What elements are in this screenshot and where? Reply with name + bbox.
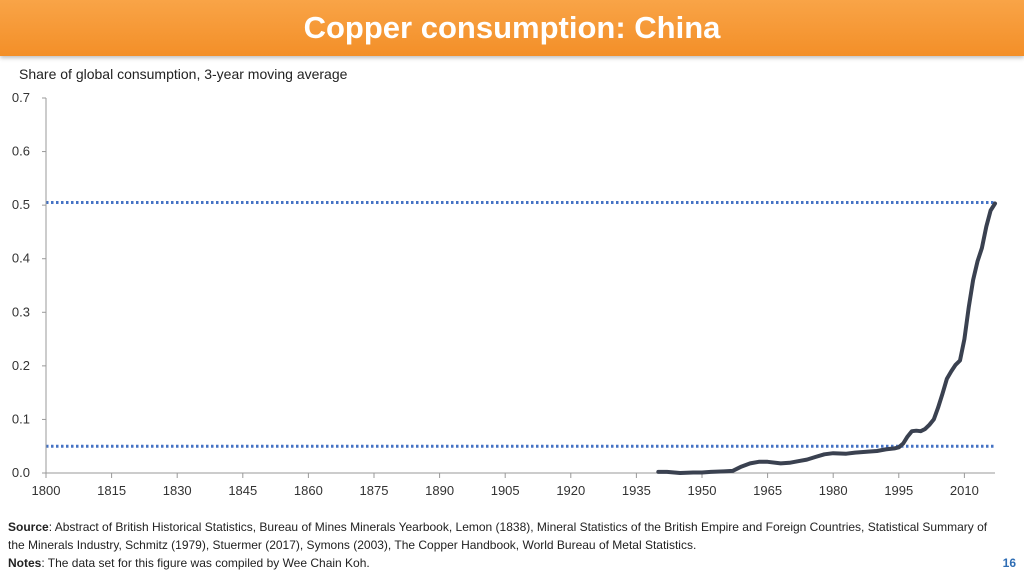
y-tick-label: 0.1 xyxy=(12,411,30,426)
x-tick-label: 1860 xyxy=(294,483,323,498)
y-tick-label: 0.7 xyxy=(12,90,30,105)
x-tick-label: 1800 xyxy=(32,483,61,498)
x-ticks: 1800 1815 1830 1845 1860 1875 1890 1905 1920 1935… xyxy=(32,473,979,498)
x-tick-label: 1950 xyxy=(688,483,717,498)
notes: Notes: The data set for this figure was … xyxy=(8,554,998,572)
x-tick-label: 1905 xyxy=(491,483,520,498)
x-tick-label: 1875 xyxy=(360,483,389,498)
y-tick-label: 0.2 xyxy=(12,358,30,373)
source-note: Source: Abstract of British Historical S… xyxy=(8,518,998,554)
footer: Source: Abstract of British Historical S… xyxy=(8,518,998,572)
x-tick-label: 1920 xyxy=(556,483,585,498)
slide-title: Copper consumption: China xyxy=(303,10,721,45)
y-tick-label: 0.5 xyxy=(12,197,30,212)
y-tick-label: 0.6 xyxy=(12,144,30,159)
chart-axes xyxy=(45,98,995,474)
source-text: : Abstract of British Historical Statist… xyxy=(8,520,988,552)
x-tick-label: 1980 xyxy=(819,483,848,498)
page-number: 16 xyxy=(1002,556,1016,570)
y-tick-label: 0.0 xyxy=(12,465,30,480)
x-tick-label: 1830 xyxy=(163,483,192,498)
title-bar: Copper consumption: China xyxy=(0,0,1024,56)
y-ticks: 0.0 0.1 0.2 0.3 0.4 0.5 0.6 0.7 xyxy=(12,90,46,480)
x-tick-label: 1845 xyxy=(228,483,257,498)
notes-text: : The data set for this figure was compi… xyxy=(41,556,370,570)
series-line-china xyxy=(656,201,997,475)
x-tick-label: 1965 xyxy=(753,483,782,498)
notes-label: Notes xyxy=(8,556,42,570)
x-tick-label: 1890 xyxy=(425,483,454,498)
x-tick-label: 1815 xyxy=(97,483,126,498)
y-tick-label: 0.4 xyxy=(12,251,30,266)
y-tick-label: 0.3 xyxy=(12,304,30,319)
chart-subtitle: Share of global consumption, 3-year movi… xyxy=(19,66,348,82)
x-tick-label: 1935 xyxy=(622,483,651,498)
reference-lines xyxy=(46,200,995,448)
source-label: Source xyxy=(8,520,49,534)
x-tick-label: 1995 xyxy=(884,483,913,498)
x-tick-label: 2010 xyxy=(950,483,979,498)
